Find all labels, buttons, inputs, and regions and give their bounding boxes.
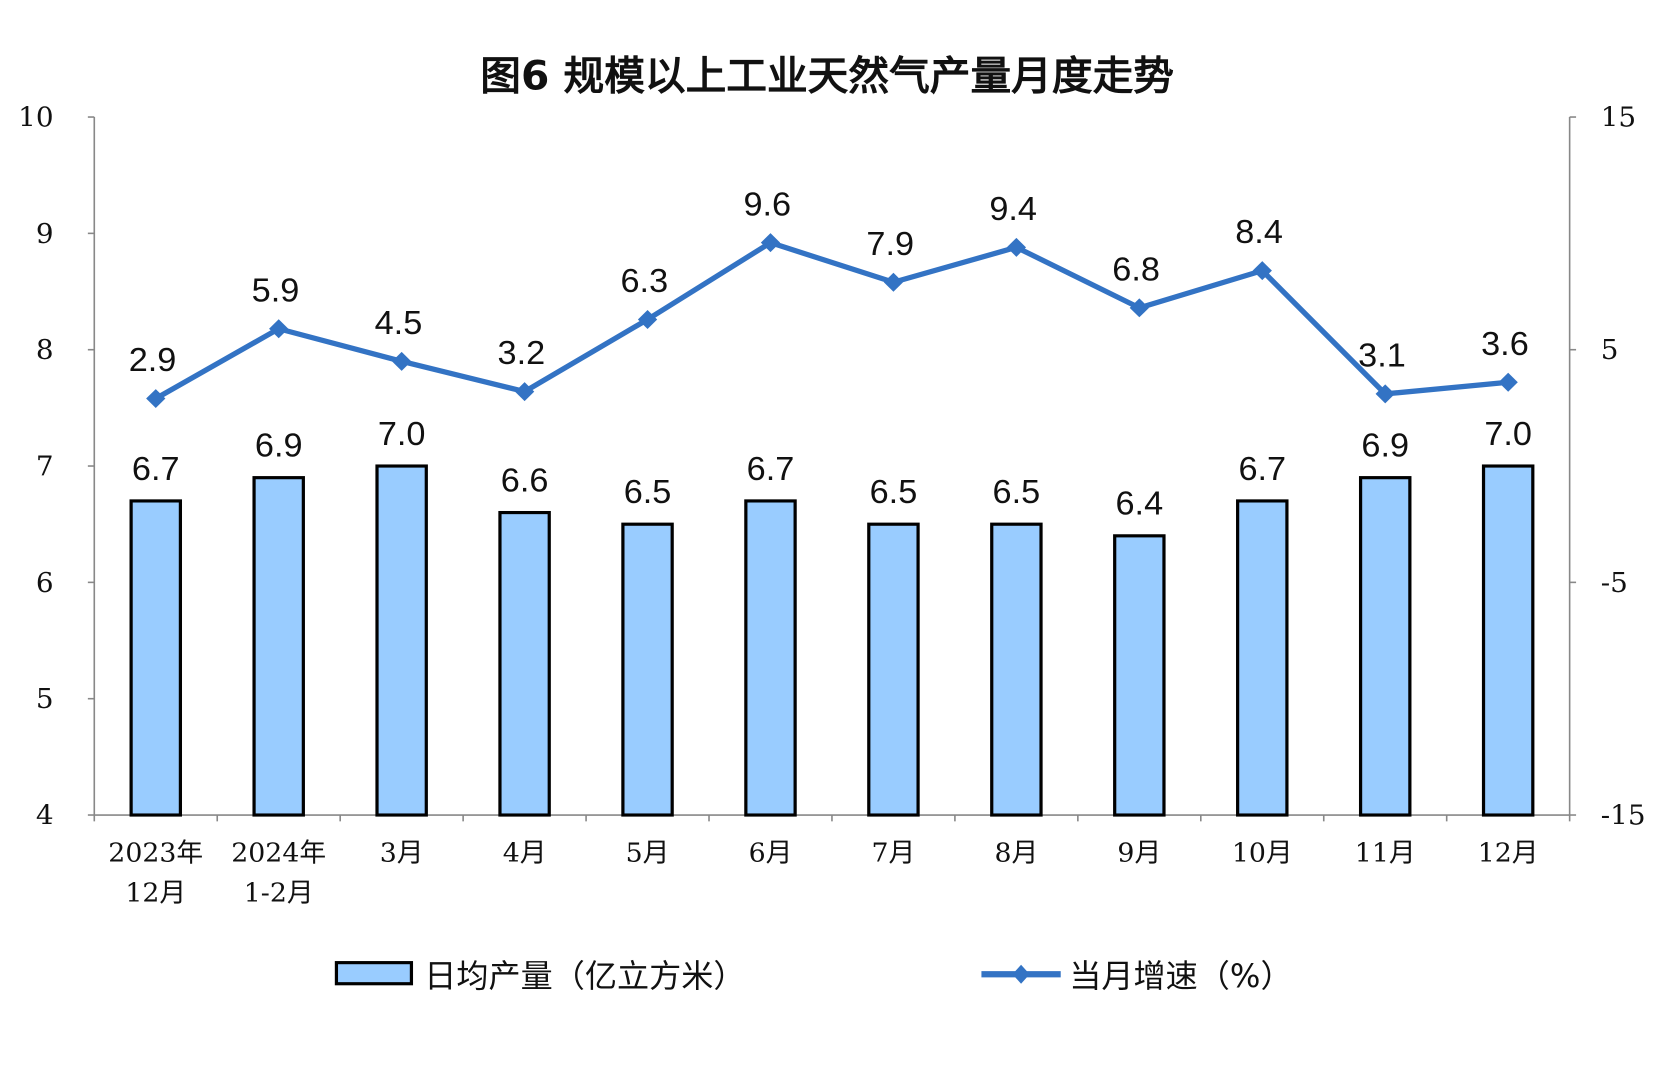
x-tick-label: 10月 [1232,838,1293,869]
growth-line [154,240,1509,401]
bar [375,464,428,817]
x-tick-label: 12月 [1478,838,1539,869]
bar-data-label: 6.5 [993,473,1041,511]
line-marker [1498,372,1518,392]
line-marker [392,351,412,371]
line-data-label: 9.4 [989,190,1037,228]
right-tick-label: 15 [1601,101,1636,134]
line-marker [1375,384,1395,404]
left-tick-label: 5 [36,682,54,715]
bar [1113,534,1166,817]
bar [1358,476,1412,817]
right-tick-label: -5 [1601,566,1628,599]
bar [867,522,920,817]
bar [990,522,1043,817]
line-marker [1006,237,1027,257]
bar-data-label: 6.5 [870,473,918,511]
line-marker [883,272,904,292]
line-data-label: 3.2 [498,334,546,372]
x-tick-label: 1-2月 [244,878,314,909]
bar-data-label: 6.4 [1116,485,1164,523]
line-marker [146,389,166,409]
x-tick-label: 9月 [1117,838,1161,869]
left-tick-label: 6 [36,566,54,599]
line-data-label: 6.8 [1112,251,1160,289]
line-data-label: 8.4 [1235,213,1283,251]
line-marker [637,309,658,329]
bar [498,510,551,817]
chart-title: 图6 规模以上工业天然气产量月度走势 [480,53,1174,100]
x-tick-label: 2024年 [231,838,326,869]
x-tick-label: 12月 [125,878,186,909]
x-tick-label: 2023年 [108,838,203,869]
x-tick-label: 8月 [994,838,1038,869]
bar-data-label: 6.9 [255,427,303,465]
line-marker [760,233,781,253]
line-data-label: 2.9 [129,341,177,379]
x-tick-label: 5月 [626,838,670,869]
x-tick-label: 11月 [1355,838,1416,869]
left-tick-label: 8 [36,333,54,366]
line-data-label: 3.1 [1358,337,1406,375]
bar-data-label: 6.7 [747,450,795,488]
legend-line-label: 当月增速（%） [1069,957,1292,995]
legend: 日均产量（亿立方米） 当月增速（%） [334,957,1293,995]
x-tick-label: 3月 [380,838,424,869]
x-tick-label: 4月 [503,838,547,869]
left-tick-label: 4 [36,799,54,832]
bar [129,499,183,817]
bar-data-label: 6.9 [1361,427,1409,465]
line-data-label: 6.3 [621,262,669,300]
bar [1481,464,1535,817]
right-tick-label: -15 [1601,799,1646,832]
line-data-label: 3.6 [1481,325,1529,363]
bar-data-label: 7.0 [1484,415,1532,453]
line-marker [1252,261,1272,281]
line-marker [1129,298,1149,318]
line-data-label: 7.9 [866,225,914,263]
left-tick-label: 10 [18,101,53,134]
line-data-label: 5.9 [252,272,300,310]
bar-data-label: 6.7 [132,450,180,488]
right-tick-label: 5 [1601,333,1619,366]
bar [252,476,305,817]
bar-data-label: 6.6 [501,462,549,500]
line-data-label: 9.6 [743,186,791,224]
legend-line-marker [1012,964,1030,984]
bar [744,499,797,817]
left-tick-label: 7 [36,450,54,483]
legend-bar-label: 日均产量（亿立方米） [424,957,745,995]
left-tick-label: 9 [36,217,54,250]
line-data-label: 4.5 [375,304,423,342]
legend-bar-swatch [334,961,414,986]
bar [621,522,674,817]
line-marker [514,382,535,402]
x-tick-label: 7月 [872,838,916,869]
bar-data-label: 6.5 [624,473,672,511]
bar-data-label: 6.7 [1238,450,1286,488]
x-tick-label: 6月 [749,838,793,869]
bar-data-label: 7.0 [378,415,426,453]
bar [1236,499,1289,817]
